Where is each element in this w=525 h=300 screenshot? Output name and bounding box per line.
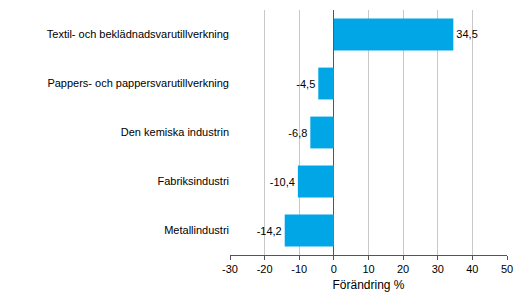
svg-text:Textil- och beklädnadsvarutill: Textil- och beklädnadsvarutillverkning: [47, 28, 229, 40]
svg-text:-20: -20: [257, 263, 273, 275]
svg-text:-10,4: -10,4: [270, 176, 295, 188]
svg-text:-6,8: -6,8: [288, 127, 307, 139]
svg-text:Pappers- och pappersvarutillve: Pappers- och pappersvarutillverkning: [47, 77, 229, 89]
svg-text:0: 0: [331, 263, 337, 275]
svg-text:34,5: 34,5: [456, 28, 477, 40]
svg-text:40: 40: [466, 263, 478, 275]
svg-text:20: 20: [397, 263, 409, 275]
svg-text:-4,5: -4,5: [296, 78, 315, 90]
svg-text:10: 10: [362, 263, 374, 275]
svg-text:Den kemiska industrin: Den kemiska industrin: [121, 126, 229, 138]
svg-text:30: 30: [432, 263, 444, 275]
svg-text:-10: -10: [291, 263, 307, 275]
svg-text:-14,2: -14,2: [257, 225, 282, 237]
svg-text:Förändring %: Förändring %: [332, 278, 404, 292]
svg-text:Fabriksindustri: Fabriksindustri: [157, 175, 229, 187]
svg-text:Metallindustri: Metallindustri: [164, 224, 229, 236]
svg-text:-30: -30: [222, 263, 238, 275]
svg-text:50: 50: [501, 263, 513, 275]
